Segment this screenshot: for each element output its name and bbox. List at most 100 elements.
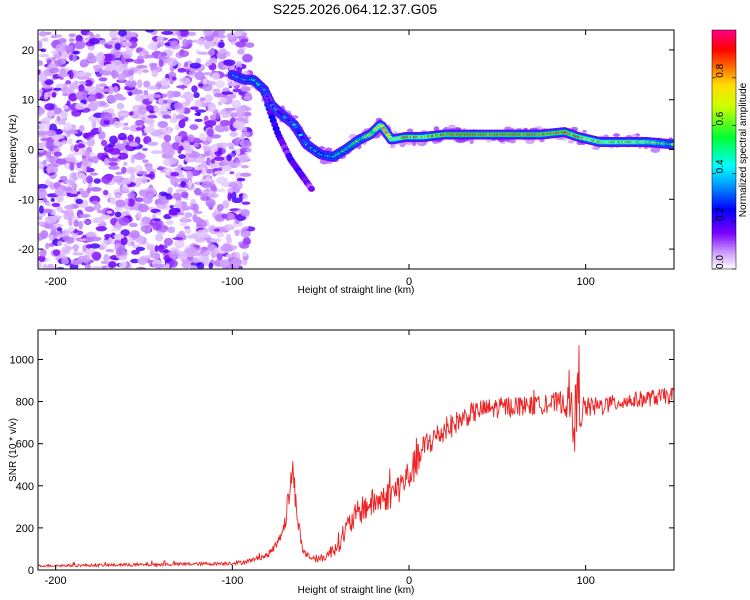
- noise-blob: [231, 257, 243, 267]
- noise-blob: [206, 128, 214, 137]
- noise-blob: [242, 53, 253, 63]
- noise-blob: [222, 142, 227, 150]
- noise-blob: [180, 181, 186, 188]
- noise-blob: [167, 57, 178, 67]
- noise-blob: [98, 126, 103, 133]
- noise-blob: [134, 197, 144, 203]
- noise-blob: [127, 191, 136, 199]
- noise-blob: [145, 164, 153, 172]
- trace-halo: [567, 139, 575, 144]
- noise-blob: [78, 213, 91, 218]
- noise-blob: [240, 209, 250, 217]
- trace-halo: [389, 145, 396, 149]
- noise-blob: [78, 125, 85, 133]
- noise-blob: [117, 112, 128, 117]
- y-tick-label: -10: [18, 194, 34, 206]
- noise-blob: [77, 255, 88, 263]
- noise-blob: [193, 187, 202, 196]
- noise-blob: [87, 95, 94, 101]
- noise-blob: [172, 236, 184, 241]
- noise-blob: [70, 144, 75, 152]
- noise-blob: [88, 38, 101, 45]
- noise-blob: [167, 226, 176, 234]
- noise-blob: [141, 175, 148, 185]
- noise-blob: [58, 38, 67, 43]
- noise-blob: [39, 122, 50, 131]
- noise-blob: [138, 51, 147, 56]
- noise-blob: [86, 31, 94, 36]
- noise-blob: [172, 76, 177, 81]
- noise-blob: [178, 230, 185, 236]
- noise-blob: [44, 103, 55, 111]
- noise-blob: [98, 77, 108, 82]
- noise-blob: [52, 87, 62, 91]
- noise-blob: [118, 216, 130, 226]
- noise-blob: [145, 30, 155, 33]
- noise-blob: [93, 178, 101, 184]
- y-tick-label: 400: [16, 481, 34, 493]
- noise-blob: [194, 235, 206, 243]
- noise-blob: [108, 148, 121, 155]
- noise-blob: [217, 30, 226, 36]
- noise-blob: [135, 214, 140, 220]
- noise-blob: [160, 125, 172, 135]
- noise-blob: [96, 152, 105, 160]
- noise-blob: [187, 31, 197, 36]
- noise-blob: [59, 175, 68, 181]
- noise-blob: [66, 193, 79, 198]
- noise-blob: [85, 244, 92, 249]
- x-tick-label: -200: [45, 575, 67, 587]
- noise-blob: [220, 243, 233, 252]
- noise-blob: [92, 155, 99, 164]
- trace-halo: [433, 126, 440, 132]
- noise-blob: [38, 160, 42, 169]
- noise-blob: [170, 172, 180, 177]
- noise-blob: [39, 249, 47, 257]
- noise-blob: [100, 88, 113, 93]
- noise-blob: [135, 119, 145, 126]
- noise-blob: [45, 242, 50, 250]
- noise-blob: [158, 244, 165, 253]
- spectrogram-x-axis: -200 -100 0 100: [45, 30, 595, 288]
- noise-blob: [194, 112, 201, 116]
- trace-halo: [486, 138, 493, 143]
- noise-blob: [124, 80, 129, 87]
- noise-blob: [135, 246, 146, 251]
- noise-blob: [136, 64, 148, 69]
- noise-blob: [68, 93, 78, 102]
- noise-blob: [216, 232, 225, 238]
- noise-blob: [235, 136, 240, 146]
- noise-blob: [38, 60, 44, 67]
- noise-blob: [104, 233, 112, 239]
- y-tick-label: 1000: [10, 354, 34, 366]
- noise-blob: [232, 88, 242, 93]
- noise-blob: [223, 59, 236, 66]
- noise-blob: [74, 40, 86, 50]
- noise-blob: [134, 177, 143, 186]
- noise-blob: [185, 99, 191, 106]
- noise-blob: [130, 32, 138, 38]
- noise-blob: [189, 62, 202, 69]
- noise-blob: [176, 212, 185, 216]
- noise-blob: [160, 103, 172, 110]
- colorbar: 0.0 0.2 0.4 0.6 0.8 Normalized spectral ampl…: [711, 29, 749, 270]
- noise-blob: [222, 200, 230, 209]
- noise-blob: [102, 189, 109, 196]
- noise-blob: [161, 145, 174, 154]
- noise-blob: [211, 72, 221, 81]
- noise-blob: [235, 172, 242, 179]
- noise-blob: [53, 151, 62, 157]
- noise-blob: [157, 120, 169, 128]
- noise-blob: [214, 92, 223, 98]
- noise-blob: [75, 90, 88, 100]
- main-trace-core: [261, 88, 267, 92]
- noise-blob: [169, 259, 178, 268]
- noise-blob: [64, 45, 74, 51]
- noise-blob: [56, 227, 63, 232]
- spectrogram-marks: [38, 30, 674, 269]
- noise-blob: [195, 57, 202, 65]
- trace-halo: [591, 146, 599, 151]
- noise-blob: [114, 211, 122, 218]
- noise-blob: [122, 50, 133, 59]
